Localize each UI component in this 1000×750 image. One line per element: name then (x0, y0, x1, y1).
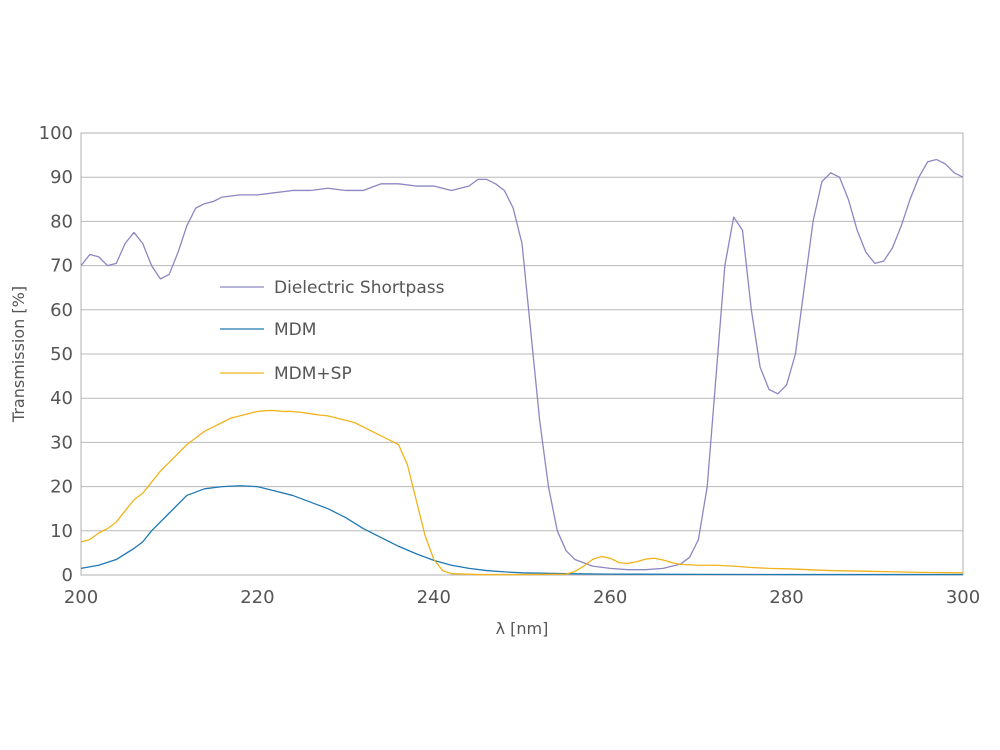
legend: Dielectric Shortpass MDM MDM+SP (220, 278, 445, 384)
y-tick-label: 30 (50, 432, 73, 453)
x-tick-label: 200 (64, 587, 98, 608)
y-tick-label: 40 (50, 388, 73, 409)
series-line (80, 158, 964, 571)
legend-label: MDM (274, 320, 316, 340)
y-tick-label: 80 (50, 211, 73, 232)
y-tick-label: 100 (39, 123, 73, 144)
legend-item: Dielectric Shortpass (220, 278, 445, 298)
series-line (80, 409, 964, 576)
y-tick-label: 70 (50, 256, 73, 277)
x-tick-label: 240 (417, 587, 451, 608)
legend-item: MDM (220, 320, 316, 340)
x-axis-title: λ [nm] (496, 619, 549, 638)
y-tick-label: 90 (50, 167, 73, 188)
y-tick-label: 60 (50, 300, 73, 321)
y-tick-label: 50 (50, 344, 73, 365)
series-line (80, 485, 963, 576)
x-tick-labels: 200 220 240 260 280 300 (64, 587, 980, 608)
x-tick-label: 300 (946, 587, 980, 608)
x-tick-label: 280 (769, 587, 803, 608)
y-axis-title: Transmission [%] (9, 286, 28, 423)
y-tick-labels: 0 10 20 30 40 50 60 70 80 90 100 (39, 123, 73, 586)
x-tick-label: 220 (240, 587, 274, 608)
y-tick-label: 10 (50, 521, 73, 542)
gridlines (81, 132, 963, 576)
y-tick-label: 20 (50, 477, 73, 498)
legend-label: MDM+SP (274, 364, 352, 384)
series-lines (80, 158, 964, 576)
legend-label: Dielectric Shortpass (274, 278, 445, 298)
x-tick-label: 260 (593, 587, 627, 608)
y-tick-label: 0 (62, 565, 73, 586)
legend-item: MDM+SP (220, 364, 352, 384)
